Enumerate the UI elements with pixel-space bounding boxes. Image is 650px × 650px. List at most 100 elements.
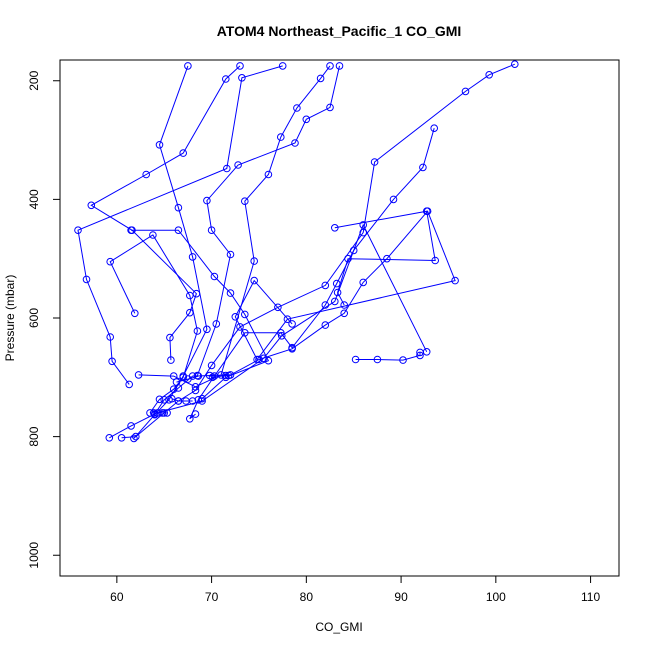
data-point	[431, 256, 440, 265]
data-point	[370, 158, 379, 166]
plot-frame	[59, 59, 620, 577]
data-point	[74, 226, 82, 234]
series-line	[138, 65, 331, 388]
data-point	[511, 60, 519, 68]
data-point	[155, 395, 164, 404]
data-point	[149, 231, 157, 239]
data-point	[194, 396, 203, 404]
data-point	[108, 357, 116, 366]
data-point	[203, 325, 211, 334]
data-point	[223, 164, 231, 173]
series-line	[77, 65, 283, 385]
series-14	[168, 394, 197, 405]
data-point	[131, 309, 139, 318]
data-point	[349, 246, 358, 255]
y-tick-label: 800	[27, 426, 41, 446]
series-line	[157, 223, 428, 414]
data-point	[283, 315, 292, 324]
x-tick-label: 70	[205, 590, 219, 604]
data-point	[451, 276, 459, 285]
y-axis: 200 400 600 800 1000	[27, 70, 60, 569]
data-point	[155, 141, 164, 149]
data-point	[166, 333, 174, 342]
y-tick-label: 1000	[27, 542, 41, 569]
data-point	[399, 356, 407, 364]
data-point	[236, 62, 244, 70]
data-point	[316, 74, 325, 83]
series-line	[109, 210, 456, 439]
series-0	[105, 207, 459, 442]
x-tick-label: 80	[300, 590, 314, 604]
x-tick-label: 90	[394, 590, 408, 604]
data-point	[422, 207, 431, 215]
data-point	[430, 124, 439, 132]
data-point	[127, 422, 135, 430]
series-line	[131, 229, 270, 400]
y-tick-label: 400	[27, 189, 41, 209]
data-point	[250, 276, 258, 285]
data-point	[188, 253, 197, 261]
series-15	[150, 409, 171, 417]
data-point	[234, 161, 242, 169]
data-point	[198, 394, 206, 403]
data-point	[117, 434, 126, 442]
series-line	[209, 375, 229, 378]
data-point	[291, 139, 299, 147]
data-point	[224, 371, 233, 380]
data-point	[186, 415, 194, 423]
series-3	[134, 62, 334, 391]
data-point	[359, 221, 368, 229]
data-point	[191, 383, 200, 391]
data-point	[222, 75, 230, 83]
data-point	[416, 348, 424, 357]
data-point	[130, 434, 138, 443]
data-point	[168, 394, 176, 403]
data-point	[416, 351, 424, 360]
data-point	[207, 226, 216, 234]
data-point	[326, 62, 334, 70]
data-point	[241, 197, 249, 205]
data-point	[186, 291, 194, 300]
x-tick-label: 60	[110, 590, 124, 604]
data-point	[335, 62, 344, 70]
data-point	[146, 409, 154, 417]
series-layer	[74, 60, 519, 443]
data-point	[331, 224, 339, 232]
data-point	[333, 288, 342, 297]
data-point	[169, 385, 178, 394]
data-point	[389, 195, 398, 204]
data-point	[169, 372, 178, 380]
data-point	[277, 329, 285, 337]
series-line	[196, 65, 340, 376]
series-9	[351, 348, 424, 364]
data-point	[127, 226, 135, 234]
data-point	[340, 301, 349, 309]
data-point	[293, 104, 301, 112]
data-point	[264, 170, 273, 179]
data-point	[105, 434, 114, 442]
data-point	[158, 409, 167, 417]
data-point	[238, 74, 246, 82]
data-point	[288, 343, 296, 352]
data-point	[326, 103, 334, 112]
data-point	[277, 133, 285, 141]
data-point	[461, 87, 470, 96]
series-11	[106, 231, 202, 417]
data-point	[174, 226, 183, 234]
data-point	[188, 397, 197, 405]
data-point	[212, 320, 221, 328]
data-point	[236, 323, 244, 331]
data-point	[222, 371, 230, 380]
data-point	[142, 170, 150, 179]
data-point	[359, 278, 368, 287]
series-16	[172, 372, 203, 386]
y-axis-label: Pressure (mbar)	[3, 275, 17, 362]
x-tick-label: 100	[486, 590, 506, 604]
data-point	[226, 289, 235, 297]
data-point	[191, 410, 200, 418]
data-point	[340, 309, 349, 318]
data-point	[241, 310, 249, 319]
data-point	[172, 378, 181, 386]
data-point	[302, 115, 311, 124]
